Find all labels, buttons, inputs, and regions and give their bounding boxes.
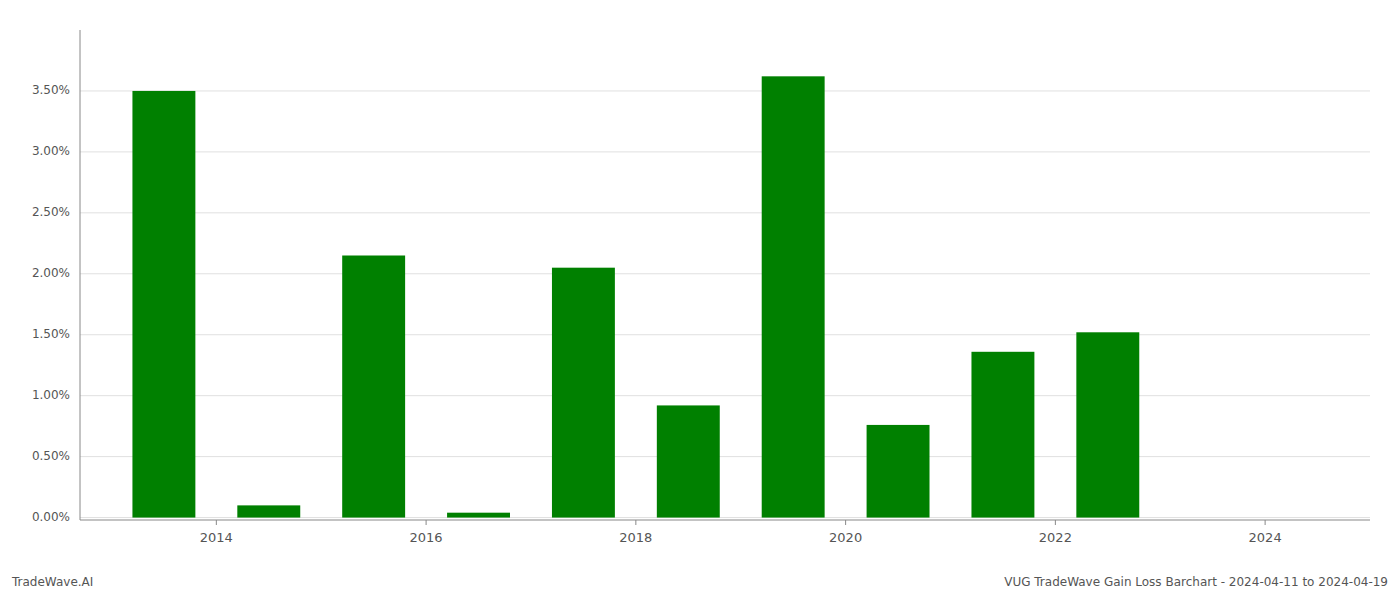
bar: [657, 405, 720, 517]
chart-container: 0.00% 0.50% 1.00% 1.50% 2.00% 2.50% 3.00% 3.50%…: [0, 0, 1400, 600]
y-tick-label: 0.00%: [32, 510, 70, 524]
x-tick-label: 2024: [1249, 530, 1282, 545]
x-tick-label: 2018: [619, 530, 652, 545]
grid-line: [80, 273, 1370, 274]
x-tick: [426, 520, 427, 525]
y-tick-labels: 0.00% 0.50% 1.00% 1.50% 2.00% 2.50% 3.00% 3.50%: [32, 83, 70, 524]
y-grid: [80, 91, 1370, 518]
bar: [1076, 332, 1139, 517]
x-tick-label: 2014: [200, 530, 233, 545]
grid-line: [80, 212, 1370, 213]
x-ticks: 2014 2016 2018 2020 2022 2024: [200, 520, 1282, 545]
bar: [867, 425, 930, 518]
bar: [237, 505, 300, 517]
x-tick: [845, 520, 846, 525]
x-axis-line: [80, 520, 1370, 521]
footer: TradeWave.AI VUG TradeWave Gain Loss Barc…: [11, 575, 1388, 589]
axes: [80, 30, 1370, 520]
x-tick-label: 2020: [829, 530, 862, 545]
footer-right: VUG TradeWave Gain Loss Barchart - 2024-…: [1004, 575, 1388, 589]
bar: [447, 513, 510, 518]
x-tick: [216, 520, 217, 525]
y-tick-label: 1.00%: [32, 388, 70, 402]
footer-left: TradeWave.AI: [11, 575, 93, 589]
bar: [1181, 517, 1244, 518]
grid-line: [80, 151, 1370, 152]
bars: [132, 76, 1139, 517]
y-tick-label: 3.00%: [32, 144, 70, 158]
bar: [132, 91, 195, 518]
y-tick-label: 3.50%: [32, 83, 70, 97]
grid-line: [80, 395, 1370, 396]
grid-line: [80, 90, 1370, 91]
x-tick: [635, 520, 636, 525]
y-tick-label: 2.50%: [32, 205, 70, 219]
bar: [342, 255, 405, 517]
x-tick: [1055, 520, 1056, 525]
y-tick-label: 1.50%: [32, 327, 70, 341]
page: {"chart_data": {"type": "bar", "x": [201…: [0, 0, 1400, 600]
bar: [971, 352, 1034, 518]
grid-line: [80, 456, 1370, 457]
grid-line: [80, 334, 1370, 335]
y-axis-line: [80, 30, 81, 520]
x-tick-label: 2016: [410, 530, 443, 545]
bar: [762, 76, 825, 517]
x-tick: [1265, 520, 1266, 525]
x-tick-label: 2022: [1039, 530, 1072, 545]
y-tick-label: 2.00%: [32, 266, 70, 280]
bar: [552, 268, 615, 518]
chart-svg: 0.00% 0.50% 1.00% 1.50% 2.00% 2.50% 3.00% 3.50%…: [0, 0, 1400, 600]
y-tick-label: 0.50%: [32, 449, 70, 463]
